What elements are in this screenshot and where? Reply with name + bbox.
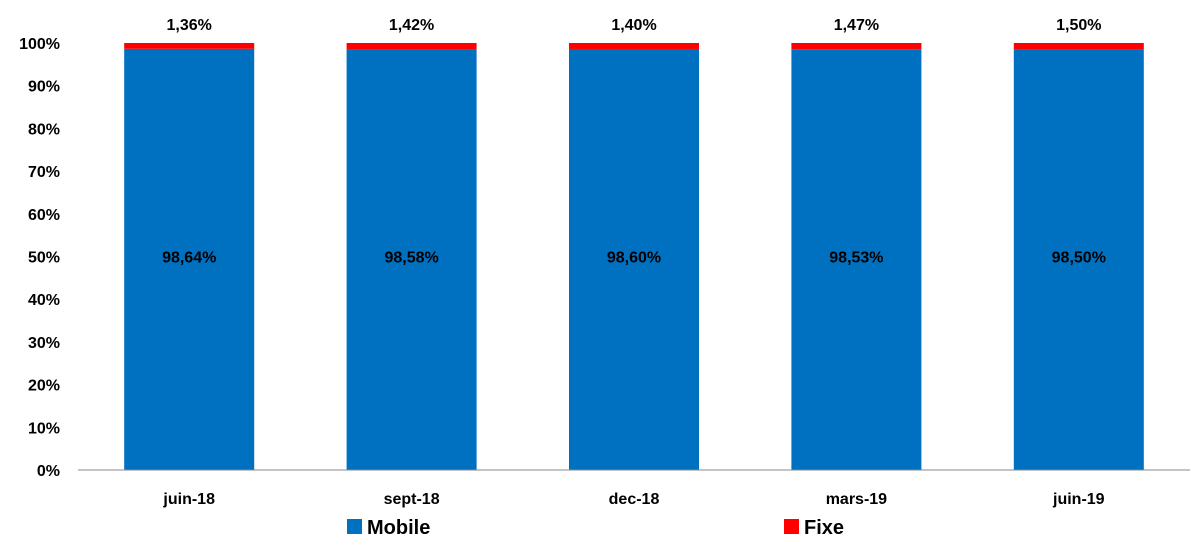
bar-fixe xyxy=(1014,43,1144,49)
legend-label-mobile: Mobile xyxy=(367,517,430,539)
data-label-mobile: 98,60% xyxy=(607,250,661,267)
bar-fixe xyxy=(569,43,699,49)
data-label-fixe: 1,50% xyxy=(1056,17,1101,34)
data-label-fixe: 1,47% xyxy=(834,17,879,34)
x-category-label: juin-19 xyxy=(1052,491,1105,508)
legend: Mobile Fixe xyxy=(347,517,844,539)
x-category-label: mars-19 xyxy=(826,491,887,508)
y-tick-label: 20% xyxy=(28,378,60,395)
data-label-fixe: 1,40% xyxy=(611,17,656,34)
data-label-mobile: 98,53% xyxy=(829,250,883,267)
bar-fixe xyxy=(124,43,254,49)
data-label-fixe: 1,36% xyxy=(167,17,212,34)
y-tick-label: 100% xyxy=(19,36,60,53)
x-category-label: juin-18 xyxy=(162,491,215,508)
legend-swatch-mobile xyxy=(347,519,362,534)
bar-fixe xyxy=(791,43,921,49)
y-tick-label: 0% xyxy=(37,463,60,480)
y-tick-label: 30% xyxy=(28,335,60,352)
y-tick-label: 60% xyxy=(28,207,60,224)
x-category-label: dec-18 xyxy=(609,491,660,508)
y-tick-label: 90% xyxy=(28,79,60,96)
x-axis-categories: juin-18 sept-18 dec-18 mars-19 juin-19 xyxy=(162,491,1104,508)
y-tick-label: 50% xyxy=(28,250,60,267)
y-tick-label: 80% xyxy=(28,121,60,138)
data-label-mobile: 98,58% xyxy=(384,250,438,267)
bar-fixe xyxy=(347,43,477,49)
y-axis-ticks: 0% 10% 20% 30% 40% 50% 60% 70% 80% 90% 100% xyxy=(19,36,60,480)
data-label-mobile: 98,50% xyxy=(1052,250,1106,267)
legend-swatch-fixe xyxy=(784,519,799,534)
legend-label-fixe: Fixe xyxy=(804,517,844,539)
data-label-fixe: 1,42% xyxy=(389,17,434,34)
y-tick-label: 70% xyxy=(28,164,60,181)
y-tick-label: 40% xyxy=(28,292,60,309)
data-label-mobile: 98,64% xyxy=(162,250,216,267)
x-category-label: sept-18 xyxy=(384,491,440,508)
y-tick-label: 10% xyxy=(28,420,60,437)
